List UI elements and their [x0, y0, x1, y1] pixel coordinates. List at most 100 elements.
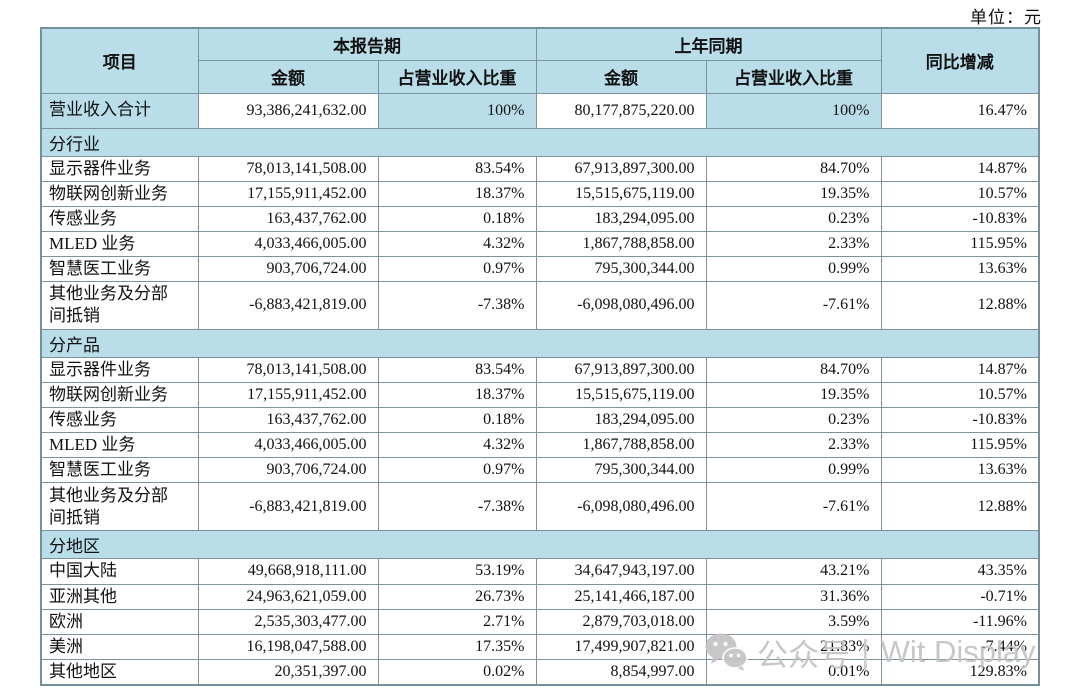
prior-amount-cell: 8,854,997.00 [535, 658, 707, 686]
row-label: 物联网创新业务 [40, 180, 199, 207]
table-row: 其他业务及分部 间抵销 -6,883,421,819.00 -7.38% -6,098… [40, 482, 1040, 532]
table-row: 显示器件业务 78,013,141,508.00 83.54% 67,913,897,… [40, 356, 1040, 384]
yoy-cell: 13.63% [880, 457, 1040, 484]
col-header-amount-prior: 金额 [535, 59, 707, 94]
prior-amount-cell: -6,098,080,496.00 [535, 280, 707, 330]
total-revenue-row: 营业收入合计 93,386,241,632.00 100% 80,177,875… [40, 92, 1040, 129]
col-header-yoy: 同比增减 [880, 27, 1040, 94]
section-title: 分产品 [40, 328, 1040, 358]
yoy-cell: 16.47% [880, 92, 1040, 129]
yoy-cell: 10.57% [880, 382, 1040, 409]
prior-amount-cell: -6,098,080,496.00 [535, 482, 707, 532]
prior-amount-cell: 183,294,095.00 [535, 205, 707, 232]
row-label: 物联网创新业务 [40, 382, 199, 409]
yoy-cell: 43.35% [880, 558, 1040, 585]
revenue-breakdown-table: 项目 本报告期 上年同期 同比增减 金额 占营业收入比重 金额 占营业收入比重 … [40, 27, 1040, 686]
current-amount-cell: 17,155,911,452.00 [197, 382, 379, 409]
row-label: 其他业务及分部 间抵销 [40, 482, 199, 532]
section-row-product: 分产品 [40, 328, 1040, 358]
prior-amount-cell: 67,913,897,300.00 [535, 155, 707, 182]
yoy-cell: 115.95% [880, 432, 1040, 459]
row-label: MLED 业务 [40, 432, 199, 459]
current-amount-cell: 78,013,141,508.00 [197, 155, 379, 182]
row-label: 营业收入合计 [40, 92, 199, 129]
prior-amount-cell: 2,879,703,018.00 [535, 608, 707, 635]
current-amount-cell: 903,706,724.00 [197, 255, 379, 282]
prior-amount-cell: 80,177,875,220.00 [535, 92, 707, 129]
table-row: 欧洲 2,535,303,477.00 2.71% 2,879,703,018.00 3… [40, 608, 1040, 635]
col-header-prior-period: 上年同期 [535, 27, 882, 61]
table-row: 传感业务 163,437,762.00 0.18% 183,294,095.00 0.2… [40, 407, 1040, 434]
table-row: MLED 业务 4,033,466,005.00 4.32% 1,867,788,85… [40, 432, 1040, 459]
current-share-cell: 0.02% [377, 658, 537, 686]
prior-share-cell: 19.35% [705, 180, 882, 207]
row-label: 美洲 [40, 633, 199, 660]
row-label: 其他业务及分部 间抵销 [40, 280, 199, 330]
yoy-cell: 14.87% [880, 356, 1040, 384]
current-amount-cell: 78,013,141,508.00 [197, 356, 379, 384]
row-label: 智慧医工业务 [40, 255, 199, 282]
current-amount-cell: 4,033,466,005.00 [197, 432, 379, 459]
current-amount-cell: 163,437,762.00 [197, 205, 379, 232]
col-header-share-prior: 占营业收入比重 [705, 59, 882, 94]
yoy-cell: -0.71% [880, 583, 1040, 610]
section-title: 分地区 [40, 530, 1040, 560]
yoy-cell: 12.88% [880, 280, 1040, 330]
table-row: 显示器件业务 78,013,141,508.00 83.54% 67,913,897,… [40, 155, 1040, 182]
header-row-1: 项目 本报告期 上年同期 同比增减 [40, 27, 1040, 94]
current-share-cell: 2.71% [377, 608, 537, 635]
prior-share-cell: 0.23% [705, 205, 882, 232]
prior-share-cell: 84.70% [705, 155, 882, 182]
prior-share-cell: 100% [705, 92, 882, 129]
section-row-industry: 分行业 [40, 127, 1040, 157]
current-share-cell: 0.18% [377, 205, 537, 232]
yoy-cell: 10.57% [880, 180, 1040, 207]
prior-share-cell: -7.61% [705, 280, 882, 330]
current-share-cell: 0.18% [377, 407, 537, 434]
current-share-cell: 4.32% [377, 432, 537, 459]
section-title: 分行业 [40, 127, 1040, 157]
current-amount-cell: 93,386,241,632.00 [197, 92, 379, 129]
prior-amount-cell: 34,647,943,197.00 [535, 558, 707, 585]
prior-amount-cell: 15,515,675,119.00 [535, 180, 707, 207]
current-amount-cell: 163,437,762.00 [197, 407, 379, 434]
prior-amount-cell: 795,300,344.00 [535, 457, 707, 484]
prior-amount-cell: 183,294,095.00 [535, 407, 707, 434]
col-header-amount-current: 金额 [197, 59, 379, 94]
yoy-cell: -10.83% [880, 205, 1040, 232]
current-share-cell: 0.97% [377, 255, 537, 282]
prior-amount-cell: 1,867,788,858.00 [535, 230, 707, 257]
row-label: 欧洲 [40, 608, 199, 635]
table-row: 其他业务及分部 间抵销 -6,883,421,819.00 -7.38% -6,098… [40, 280, 1040, 330]
yoy-cell: -10.83% [880, 407, 1040, 434]
current-share-cell: 83.54% [377, 155, 537, 182]
row-label: 亚洲其他 [40, 583, 199, 610]
row-label: 传感业务 [40, 205, 199, 232]
current-share-cell: 18.37% [377, 382, 537, 409]
table-row: 智慧医工业务 903,706,724.00 0.97% 795,300,344.00 0… [40, 255, 1040, 282]
row-label: MLED 业务 [40, 230, 199, 257]
current-amount-cell: 16,198,047,588.00 [197, 633, 379, 660]
current-amount-cell: 2,535,303,477.00 [197, 608, 379, 635]
current-amount-cell: -6,883,421,819.00 [197, 280, 379, 330]
table-row: 亚洲其他 24,963,621,059.00 26.73% 25,141,466,18… [40, 583, 1040, 610]
prior-share-cell: 2.33% [705, 230, 882, 257]
prior-amount-cell: 67,913,897,300.00 [535, 356, 707, 384]
table-row: 中国大陆 49,668,918,111.00 53.19% 34,647,943,19… [40, 558, 1040, 585]
yoy-cell: -7.44% [880, 633, 1040, 660]
prior-share-cell: 0.99% [705, 457, 882, 484]
table-row: 美洲 16,198,047,588.00 17.35% 17,499,907,821.… [40, 633, 1040, 660]
yoy-cell: 12.88% [880, 482, 1040, 532]
current-share-cell: 53.19% [377, 558, 537, 585]
current-share-cell: 18.37% [377, 180, 537, 207]
yoy-cell: -11.96% [880, 608, 1040, 635]
table-row: 物联网创新业务 17,155,911,452.00 18.37% 15,515,675… [40, 382, 1040, 409]
prior-share-cell: 21.83% [705, 633, 882, 660]
current-share-cell: 17.35% [377, 633, 537, 660]
yoy-cell: 14.87% [880, 155, 1040, 182]
prior-share-cell: 2.33% [705, 432, 882, 459]
yoy-cell: 115.95% [880, 230, 1040, 257]
table-row: MLED 业务 4,033,466,005.00 4.32% 1,867,788,85… [40, 230, 1040, 257]
current-share-cell: -7.38% [377, 280, 537, 330]
current-share-cell: -7.38% [377, 482, 537, 532]
